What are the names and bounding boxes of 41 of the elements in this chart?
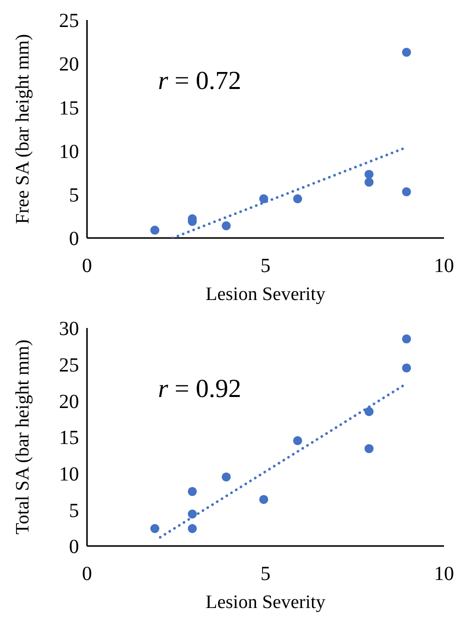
y-tick-label: 30 — [59, 318, 79, 340]
x-tick-label: 10 — [434, 563, 454, 586]
point — [293, 194, 302, 204]
y-tick-label: 0 — [69, 228, 79, 250]
y-tick-label: 5 — [69, 184, 79, 206]
point — [150, 524, 160, 534]
point — [402, 363, 412, 372]
x-tick-label: 5 — [260, 255, 270, 278]
point — [188, 524, 197, 534]
y-tick-label: 25 — [59, 354, 79, 376]
y-tick-label: 10 — [59, 140, 79, 163]
y-axis-title: Free SA (bar height mm) — [12, 34, 34, 224]
y-tick-label: 15 — [59, 427, 79, 450]
y-axis-title: Total SA (bar height mm) — [12, 340, 34, 534]
point — [364, 170, 374, 179]
x-tick-label: 5 — [260, 563, 270, 586]
y-tick-label: 5 — [69, 500, 79, 522]
point — [293, 436, 302, 446]
point — [150, 226, 160, 235]
y-tick-label: 0 — [69, 536, 79, 558]
point — [364, 178, 374, 187]
y-tick-label: 20 — [59, 390, 79, 413]
y-tick-label: 15 — [59, 97, 79, 120]
point — [222, 472, 231, 482]
point — [402, 187, 412, 196]
annotation: r = 0.72 — [158, 66, 242, 95]
y-tick-label: 10 — [59, 463, 79, 486]
annotation: r = 0.92 — [158, 374, 242, 403]
x-axis-title: Lesion Severity — [206, 592, 326, 613]
y-tick-label: 20 — [59, 54, 79, 76]
point — [364, 407, 374, 416]
point — [364, 444, 374, 454]
point — [402, 48, 412, 57]
x-tick-label: 10 — [434, 255, 454, 278]
point — [402, 334, 412, 344]
point — [188, 486, 197, 496]
point — [222, 221, 231, 230]
x-axis-title: Lesion Severity — [206, 284, 326, 305]
point — [259, 194, 268, 204]
point — [259, 494, 268, 504]
y-tick-label: 25 — [59, 10, 79, 32]
